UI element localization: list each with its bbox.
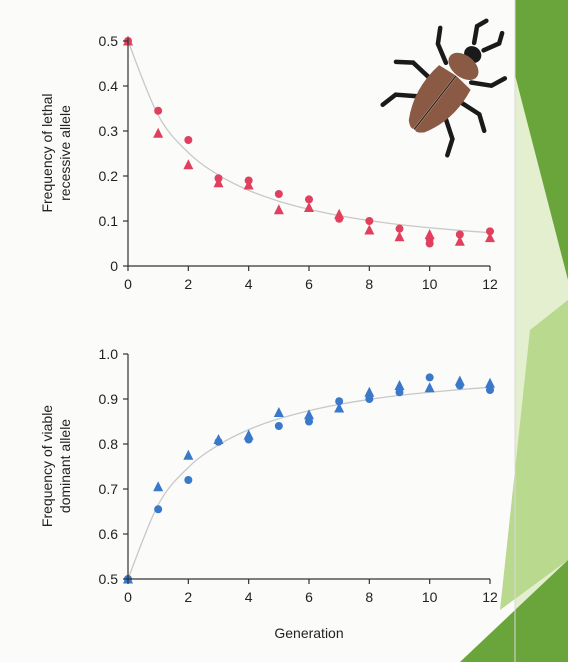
data-point-triangle (153, 481, 164, 492)
data-point-triangle (273, 204, 284, 215)
data-point-circle (184, 476, 193, 484)
data-point-triangle (273, 407, 284, 417)
data-point-triangle (485, 377, 495, 388)
data-point-triangle (304, 202, 314, 212)
y-axis-title-line-2: recessive allele (57, 105, 73, 201)
data-point-circle (305, 195, 313, 204)
slide-green-panel-dark-bottom (460, 560, 568, 662)
y-tick-label: 0.7 (99, 481, 119, 497)
x-tick-label: 10 (422, 589, 438, 605)
data-point-triangle (304, 409, 314, 420)
data-point-triangle (364, 386, 375, 397)
data-point-triangle (153, 127, 164, 138)
data-point-triangle (334, 402, 345, 413)
beetle-illustration (380, 18, 508, 158)
slide-green-panel-light (500, 300, 568, 610)
data-point-triangle (424, 229, 435, 239)
data-point-circle (425, 239, 434, 248)
data-point-circle (395, 388, 404, 397)
x-tick-label: 8 (365, 276, 373, 292)
data-point-circle (305, 417, 313, 426)
y-axis-title: Frequency of viable (39, 405, 55, 527)
x-tick-label: 0 (124, 589, 132, 605)
y-tick-label: 0 (110, 258, 118, 274)
data-point-triangle (213, 177, 224, 188)
y-tick-label: 0.6 (99, 526, 119, 542)
x-tick-label: 10 (422, 276, 438, 292)
data-point-circle (335, 397, 344, 406)
y-axis-title-line-2: dominant allele (57, 419, 73, 513)
data-point-circle (486, 386, 494, 394)
x-tick-label: 2 (184, 589, 192, 605)
beetle-legs (380, 18, 508, 158)
x-tick-label: 6 (305, 589, 313, 605)
data-point-circle (154, 106, 163, 115)
beetle-right-wing (415, 76, 471, 133)
data-point-triangle (394, 231, 405, 242)
y-tick-label: 0.9 (99, 391, 119, 407)
data-points (123, 373, 495, 584)
y-tick-label: 1.0 (99, 346, 119, 362)
x-tick-label: 12 (482, 589, 498, 605)
x-tick-label: 0 (124, 276, 132, 292)
viable-dominant-chart: 0 2 4 6 8 10 12 0.5 0.6 0.7 0.8 0.9 1.0 Frequency of… (39, 346, 498, 641)
x-tick-label: 8 (365, 589, 373, 605)
data-point-triangle (243, 429, 254, 440)
data-points (123, 35, 495, 248)
data-point-triangle (183, 159, 194, 170)
data-point-triangle (213, 434, 224, 444)
data-point-circle (486, 227, 494, 236)
x-tick-label: 4 (245, 276, 253, 292)
x-axis-title: Generation (274, 625, 343, 641)
beetle-left-wing (408, 65, 456, 129)
lethal-recessive-chart: 0 2 4 6 8 10 12 0 0.1 0.2 0.3 0.4 0.5 Frequency of l… (39, 33, 498, 292)
data-point-triangle (454, 235, 465, 246)
data-point-circle (365, 217, 374, 225)
y-tick-label: 0.4 (99, 78, 119, 94)
data-point-triangle (334, 208, 345, 219)
data-point-triangle (485, 232, 495, 243)
data-point-circle (274, 422, 283, 430)
y-tick-label: 0.5 (99, 33, 119, 49)
data-point-circle (425, 373, 434, 382)
data-point-triangle (243, 179, 254, 190)
x-tick-label: 2 (184, 276, 192, 292)
data-point-triangle (183, 449, 194, 460)
y-axis-title: Frequency of lethal (39, 93, 55, 212)
x-tick-label: 12 (482, 276, 498, 292)
y-tick-label: 0.2 (99, 168, 119, 184)
axis-ticks: 0 2 4 6 8 10 12 0 0.1 0.2 0.3 0.4 0.5 (99, 33, 498, 292)
data-point-triangle (394, 380, 405, 390)
data-point-triangle (424, 382, 435, 393)
beetle-wing-seam (413, 75, 457, 130)
data-point-circle (154, 505, 163, 514)
slide-green-panel-dark-top (515, 0, 568, 280)
y-tick-label: 0.1 (99, 213, 119, 229)
data-point-triangle (454, 375, 465, 386)
data-point-triangle (364, 224, 375, 235)
data-point-circle (184, 136, 193, 144)
beetle-thorax (448, 52, 479, 80)
y-tick-label: 0.5 (99, 571, 119, 587)
data-point-circle (455, 230, 464, 239)
x-tick-label: 4 (245, 589, 253, 605)
axis-ticks: 0 2 4 6 8 10 12 0.5 0.6 0.7 0.8 0.9 1.0 (99, 346, 498, 605)
data-point-circle (365, 395, 374, 403)
data-point-circle (274, 190, 283, 198)
x-tick-label: 6 (305, 276, 313, 292)
y-tick-label: 0.8 (99, 436, 119, 452)
y-tick-label: 0.3 (99, 123, 119, 139)
data-point-circle (395, 224, 404, 233)
